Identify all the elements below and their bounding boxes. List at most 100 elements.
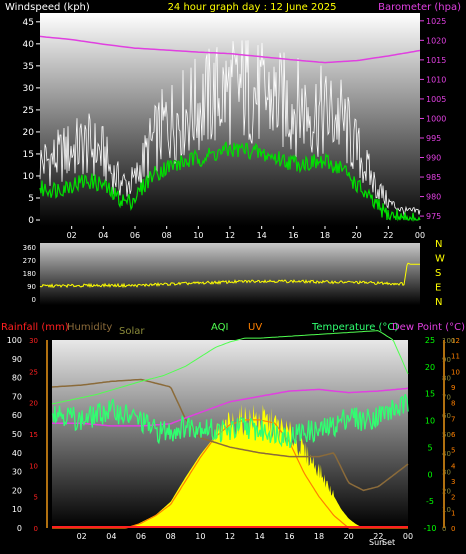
wind-x-tick-label: 18 <box>320 231 330 240</box>
humidity-y-tick-label: 10 <box>12 505 22 514</box>
wind-x-tick-label: 02 <box>67 231 77 240</box>
wind-y-tick-label: 30 <box>23 84 35 94</box>
uv-y-tick-label: 3 <box>451 478 455 486</box>
wind-x-tick-label: 20 <box>352 231 362 240</box>
uv-y-tick-label: 4 <box>451 462 456 470</box>
bottom-x-tick-label: 12 <box>225 532 235 541</box>
bottom-x-tick-label: 06 <box>136 532 146 541</box>
direction-y-tick-label: 270 <box>23 257 36 265</box>
bottom-x-tick-label: 08 <box>166 532 176 541</box>
chart-marks: 0510152025303540459759809859909951000100… <box>7 17 460 541</box>
barometer-y-tick-label: 990 <box>426 154 441 163</box>
humidity-y-tick-label: 100 <box>7 336 22 345</box>
direction-compass-label: W <box>435 254 445 265</box>
temperature-y-tick-label: 5 <box>427 443 432 452</box>
barometer-y-tick-label: 985 <box>426 173 441 182</box>
sunset-annotation-set: Set <box>382 538 395 547</box>
wind-y-tick-label: 10 <box>23 172 35 182</box>
wind-x-tick-label: 00 <box>415 231 425 240</box>
temperature-line <box>51 394 409 449</box>
rain-y-tick-label: 25 <box>29 368 38 376</box>
solar-y-tick-label: 30 <box>442 469 451 477</box>
solar-y-tick-label: 0 <box>442 525 446 533</box>
barometer-y-tick-label: 1025 <box>426 17 446 26</box>
legend-humidity: Humidity <box>67 322 112 333</box>
wind-y-tick-label: 5 <box>28 194 34 204</box>
bottom-x-tick-label: 02 <box>77 532 87 541</box>
uv-y-tick-label: 0 <box>451 525 455 533</box>
bottom-x-tick-label: 14 <box>255 532 265 541</box>
humidity-y-tick-label: 70 <box>12 392 22 401</box>
solar-y-tick-label: 60 <box>442 412 451 420</box>
legend-temperature: Temperature (°C) <box>311 322 398 333</box>
uv-y-tick-label: 12 <box>451 337 460 345</box>
wind-y-tick-label: 20 <box>23 128 35 138</box>
temperature-y-tick-label: 10 <box>425 417 435 426</box>
temperature-y-tick-label: 20 <box>425 363 435 372</box>
wind-y-tick-label: 35 <box>23 62 34 72</box>
bottom-x-tick-label: 10 <box>195 532 205 541</box>
solar-y-tick-label: 100 <box>442 337 455 345</box>
barometer-y-tick-label: 980 <box>426 193 441 202</box>
uv-y-tick-label: 9 <box>451 384 455 392</box>
uv-y-tick-label: 11 <box>451 353 460 361</box>
humidity-y-tick-label: 60 <box>12 411 22 420</box>
rain-y-tick-label: 30 <box>29 337 38 345</box>
dew-point-line <box>52 387 409 427</box>
uv-y-tick-label: 7 <box>451 415 455 423</box>
barometer-y-tick-label: 1010 <box>426 75 446 84</box>
uv-y-tick-label: 2 <box>451 494 455 502</box>
solar-y-tick-label: 40 <box>442 450 451 458</box>
direction-line <box>39 262 420 289</box>
direction-y-tick-label: 360 <box>23 244 36 252</box>
barometer-y-tick-label: 1015 <box>426 56 446 65</box>
legend-uv: UV <box>248 322 262 333</box>
barometer-y-tick-label: 975 <box>426 212 441 221</box>
direction-compass-label: E <box>435 283 441 294</box>
humidity-y-tick-label: 20 <box>12 486 22 495</box>
wind-average-line <box>39 141 421 222</box>
bottom-x-tick-label: 18 <box>314 532 324 541</box>
uv-y-tick-label: 1 <box>451 509 455 517</box>
uv-y-tick-label: 5 <box>451 447 455 455</box>
wind-x-tick-label: 14 <box>257 231 267 240</box>
rain-y-tick-label: 0 <box>34 525 38 533</box>
temperature-y-tick-label: 25 <box>425 336 435 345</box>
temperature-y-tick-label: 15 <box>425 390 435 399</box>
bottom-x-tick-label: 16 <box>284 532 294 541</box>
barometer-line <box>39 35 421 64</box>
barometer-y-tick-label: 995 <box>426 134 441 143</box>
barometer-y-tick-label: 1020 <box>426 36 446 45</box>
legend-dew-point: Dew Point (°C) <box>392 322 465 333</box>
solar-y-tick-label: 50 <box>442 431 451 439</box>
wind-x-tick-label: 22 <box>383 231 393 240</box>
wind-y-tick-label: 45 <box>23 18 34 28</box>
bottom-x-tick-label: 22 <box>373 532 383 541</box>
temperature-y-tick-label: -5 <box>426 497 434 506</box>
legend-rainfall: Rainfall (mm) <box>1 322 69 333</box>
chart-title: 24 hour graph day : 12 June 2025 <box>168 2 337 13</box>
bottom-x-tick-label: 00 <box>403 532 413 541</box>
bottom-x-tick-label: 20 <box>344 532 354 541</box>
wind-x-tick-label: 04 <box>98 231 108 240</box>
sunset-annotation-sun: Sun <box>369 538 384 547</box>
direction-compass-label: S <box>435 268 441 279</box>
direction-y-tick-label: 180 <box>23 270 36 278</box>
humidity-y-tick-label: 80 <box>12 374 22 383</box>
direction-panel-background <box>40 243 420 305</box>
wind-y-tick-label: 0 <box>28 216 34 226</box>
rain-y-tick-label: 10 <box>29 462 38 470</box>
wind-y-tick-label: 15 <box>23 150 34 160</box>
rain-y-tick-label: 15 <box>29 431 38 439</box>
solar-y-tick-label: 10 <box>442 506 451 514</box>
aqi-line <box>51 330 409 405</box>
barometer-axis-label: Barometer (hpa) <box>378 2 461 13</box>
barometer-y-tick-label: 1005 <box>426 95 446 104</box>
humidity-y-tick-label: 90 <box>12 355 22 364</box>
wind-y-tick-label: 40 <box>23 40 35 50</box>
rain-y-tick-label: 5 <box>34 494 38 502</box>
legend-solar: Solar <box>119 326 145 337</box>
wind-x-tick-label: 06 <box>130 231 140 240</box>
humidity-y-tick-label: 50 <box>12 430 22 439</box>
